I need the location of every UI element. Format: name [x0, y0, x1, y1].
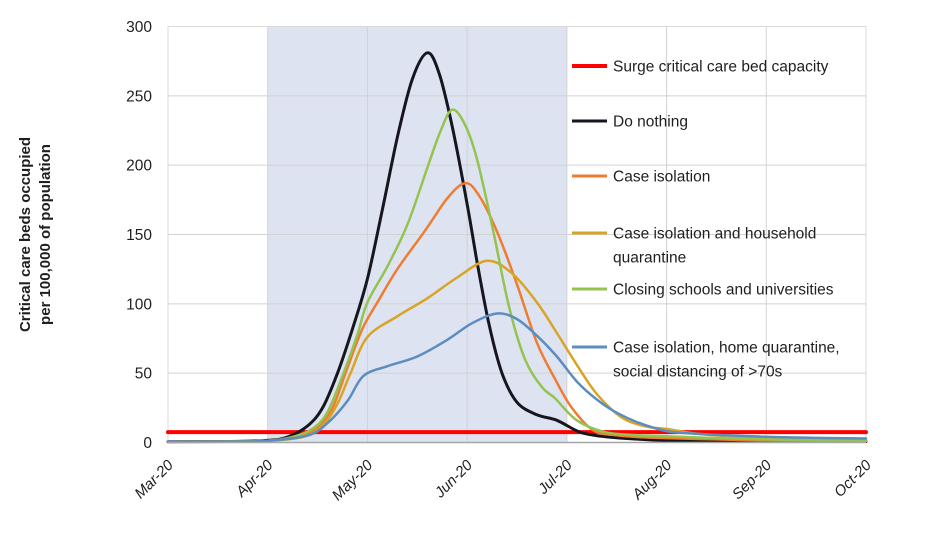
y-axis-title: Critical care beds occupied: [17, 137, 34, 332]
series-line-case-isolation: [166, 181, 868, 444]
legend-label: Case isolation, home quarantine,: [613, 340, 840, 357]
y-axis-tick-label: 0: [143, 435, 152, 452]
legend-label: Surge critical care bed capacity: [613, 59, 829, 76]
series-line-closing-schools-and-universities: [166, 108, 868, 444]
x-axis-tick-label: Sep-20: [729, 456, 776, 503]
y-axis-title: per 100,000 of population: [37, 144, 54, 325]
legend-item-case-isolation: Case isolation: [572, 169, 710, 186]
legend-item-surge-critical-care-bed-capacity: Surge critical care bed capacity: [572, 59, 829, 76]
legend-label: social distancing of >70s: [613, 364, 783, 381]
legend-item-do-nothing: Do nothing: [572, 114, 688, 131]
y-axis-tick-label: 100: [126, 296, 152, 313]
y-axis-tick-label: 200: [126, 158, 152, 175]
series-line-case-isolation-home-quarantine-social-distancing-of-70s: [166, 312, 868, 444]
x-axis-tick-label: Oct-20: [831, 456, 875, 500]
y-axis-tick-label: 300: [126, 19, 152, 36]
x-axis-tick-label: Jun-20: [431, 456, 477, 502]
legend-item-closing-schools-and-universities: Closing schools and universities: [572, 282, 834, 299]
legend-label: Closing schools and universities: [613, 282, 834, 299]
legend-label: Case isolation: [613, 169, 710, 186]
y-axis-tick-label: 150: [126, 227, 152, 244]
x-axis-tick-label: Mar-20: [131, 456, 177, 502]
series-line-do-nothing: [166, 51, 868, 444]
x-axis-tick-label: Jul-20: [534, 456, 576, 498]
legend-item-case-isolation-home-quarantine-social-distancing-of-70s: Case isolation, home quarantine, social d…: [572, 340, 840, 381]
x-axis-tick-label: Aug-20: [628, 456, 675, 503]
x-axis-tick-label: Apr-20: [232, 456, 277, 501]
legend-label: Case isolation and household: [613, 226, 816, 243]
x-axis-tick-label: May-20: [329, 456, 377, 504]
legend-item-case-isolation-and-household-quarantine: Case isolation and household quarantine: [572, 226, 816, 267]
y-axis-tick-label: 50: [135, 366, 153, 383]
legend-label: quarantine: [613, 250, 686, 267]
y-axis-tick-label: 250: [126, 88, 152, 105]
legend-label: Do nothing: [613, 114, 688, 131]
